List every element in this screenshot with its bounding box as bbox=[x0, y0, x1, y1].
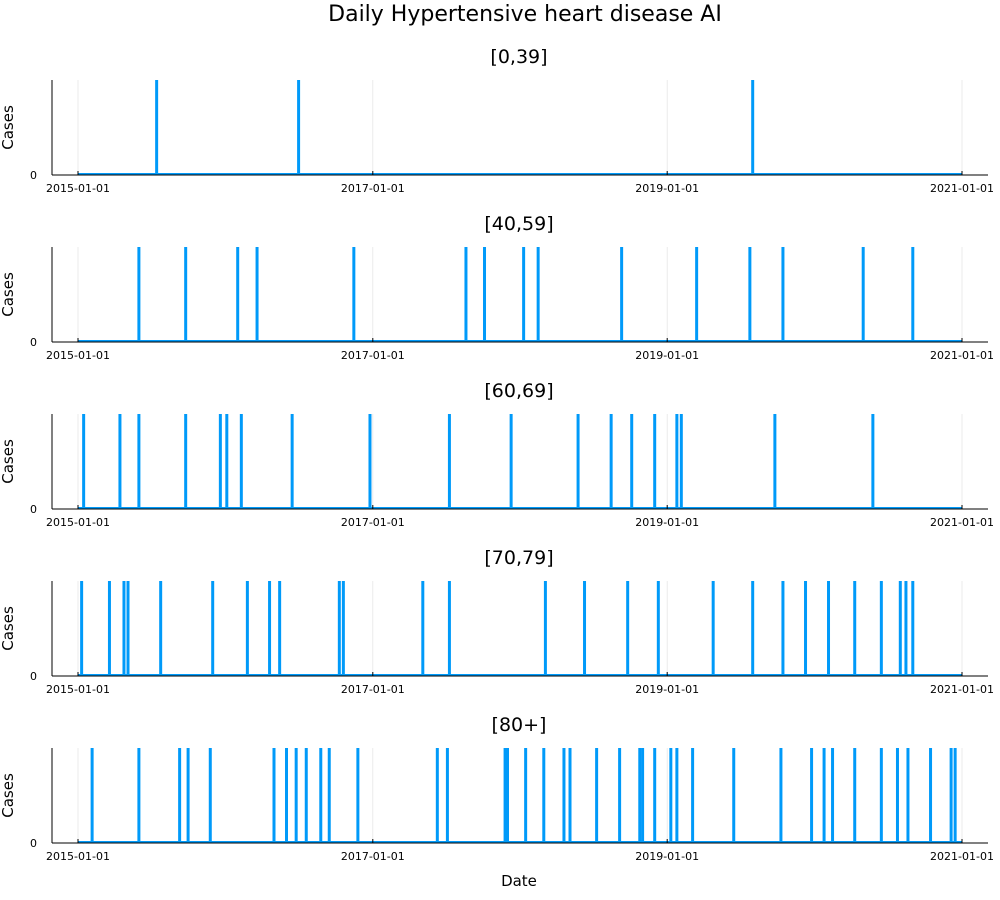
y-axis-label: Cases bbox=[0, 272, 17, 317]
x-tick-label: 2015-01-01 bbox=[46, 516, 110, 529]
x-tick-label: 2021-01-01 bbox=[930, 516, 994, 529]
panel-1: [40,59] 0 Cases 2015-01-01 2017-01-01 2019-01… bbox=[0, 213, 994, 362]
x-tick-label: 2015-01-01 bbox=[46, 349, 110, 362]
x-tick-label: 2019-01-01 bbox=[635, 516, 699, 529]
x-tick-label: 2015-01-01 bbox=[46, 683, 110, 696]
x-tick-label: 2019-01-01 bbox=[635, 349, 699, 362]
x-tick-label: 2017-01-01 bbox=[341, 349, 405, 362]
x-tick-label: 2017-01-01 bbox=[341, 182, 405, 195]
x-tick-label: 2017-01-01 bbox=[341, 850, 405, 863]
panel-subtitle: [40,59] bbox=[484, 213, 553, 235]
y-axis-label: Cases bbox=[0, 439, 17, 484]
x-tick-label: 2015-01-01 bbox=[46, 850, 110, 863]
panel-2: [60,69] 0 Cases 2015-01-01 2017-01-01 2019-01… bbox=[0, 380, 994, 529]
panel-0: [0,39] 0 Cases 2015-01-01 2017-01-01 2019-01-… bbox=[0, 46, 994, 195]
x-tick-label: 2019-01-01 bbox=[635, 683, 699, 696]
x-tick-label: 2021-01-01 bbox=[930, 683, 994, 696]
panel-subtitle: [80+] bbox=[492, 714, 547, 736]
panel-subtitle: [60,69] bbox=[484, 380, 553, 402]
y-tick-label: 0 bbox=[30, 837, 37, 850]
y-axis-label: Cases bbox=[0, 105, 17, 150]
panel-3: [70,79] 0 Cases 2015-01-01 2017-01-01 2019-01… bbox=[0, 547, 994, 696]
y-tick-label: 0 bbox=[30, 503, 37, 516]
x-axis-label: Date bbox=[501, 872, 537, 890]
panel-subtitle: [0,39] bbox=[490, 46, 547, 68]
x-tick-label: 2019-01-01 bbox=[635, 182, 699, 195]
chart-title: Daily Hypertensive heart disease AI bbox=[328, 2, 722, 27]
y-tick-label: 0 bbox=[30, 336, 37, 349]
y-axis-label: Cases bbox=[0, 773, 17, 818]
y-axis-label: Cases bbox=[0, 606, 17, 651]
panel-subtitle: [70,79] bbox=[484, 547, 553, 569]
y-tick-label: 0 bbox=[30, 169, 37, 182]
y-tick-label: 0 bbox=[30, 670, 37, 683]
x-tick-label: 2017-01-01 bbox=[341, 683, 405, 696]
x-tick-label: 2021-01-01 bbox=[930, 182, 994, 195]
x-tick-label: 2021-01-01 bbox=[930, 349, 994, 362]
x-tick-label: 2017-01-01 bbox=[341, 516, 405, 529]
panel-4: [80+] 0 Cases 2015-01-01 2017-01-01 2019-01-0… bbox=[0, 714, 994, 863]
x-tick-label: 2019-01-01 bbox=[635, 850, 699, 863]
x-tick-label: 2021-01-01 bbox=[930, 850, 994, 863]
x-tick-label: 2015-01-01 bbox=[46, 182, 110, 195]
